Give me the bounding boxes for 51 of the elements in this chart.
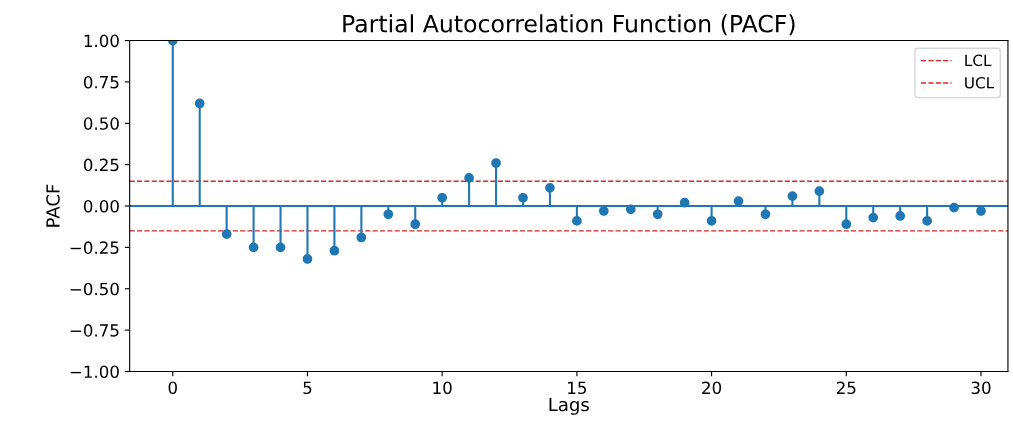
y-tick-label: −0.25 bbox=[70, 241, 119, 254]
point bbox=[868, 212, 879, 223]
point bbox=[787, 191, 798, 201]
chart-title: Partial Autocorrelation Function (PACF) bbox=[343, 14, 795, 36]
point bbox=[545, 182, 555, 193]
point bbox=[572, 216, 582, 226]
x-tick-label: 30 bbox=[971, 381, 991, 395]
point bbox=[329, 245, 340, 256]
point bbox=[949, 202, 959, 213]
point bbox=[410, 219, 421, 230]
point bbox=[625, 204, 636, 215]
point bbox=[814, 186, 825, 196]
point bbox=[194, 98, 205, 109]
point bbox=[491, 158, 501, 168]
point bbox=[976, 206, 986, 216]
x-tick-label: 20 bbox=[702, 381, 722, 395]
x-tick-label: 10 bbox=[433, 381, 452, 395]
point bbox=[679, 197, 690, 208]
legend-label: UCL bbox=[965, 77, 995, 89]
y-tick-label: 0.75 bbox=[83, 75, 119, 89]
point bbox=[248, 242, 259, 253]
point bbox=[760, 209, 771, 220]
y-tick-label: −0.50 bbox=[70, 282, 119, 296]
legend-label: LCL bbox=[965, 54, 992, 67]
x-tick-label: 0 bbox=[168, 381, 177, 395]
point bbox=[356, 232, 367, 243]
y-tick-label: −1.00 bbox=[70, 365, 119, 379]
point bbox=[275, 242, 286, 253]
x-tick-label: 15 bbox=[568, 381, 587, 395]
point bbox=[437, 192, 448, 203]
x-axis-title: Lags bbox=[549, 397, 589, 415]
y-tick-label: −0.75 bbox=[70, 324, 119, 337]
y-tick-label: 0.00 bbox=[83, 199, 119, 213]
y-tick-label: 1.00 bbox=[84, 34, 119, 48]
point bbox=[518, 192, 528, 203]
y-tick-label: 0.25 bbox=[83, 158, 119, 172]
point bbox=[652, 209, 663, 220]
point bbox=[383, 209, 394, 220]
y-axis-title: PACF bbox=[46, 184, 60, 227]
point bbox=[221, 229, 232, 240]
point bbox=[302, 254, 313, 264]
point bbox=[464, 173, 474, 183]
x-tick-label: 25 bbox=[836, 381, 856, 395]
point bbox=[841, 219, 852, 230]
x-tick-label: 5 bbox=[303, 381, 312, 395]
point bbox=[706, 216, 717, 226]
point bbox=[895, 211, 906, 221]
point bbox=[733, 196, 744, 206]
point bbox=[922, 216, 932, 226]
y-tick-label: 0.50 bbox=[83, 117, 119, 130]
point bbox=[598, 206, 609, 216]
